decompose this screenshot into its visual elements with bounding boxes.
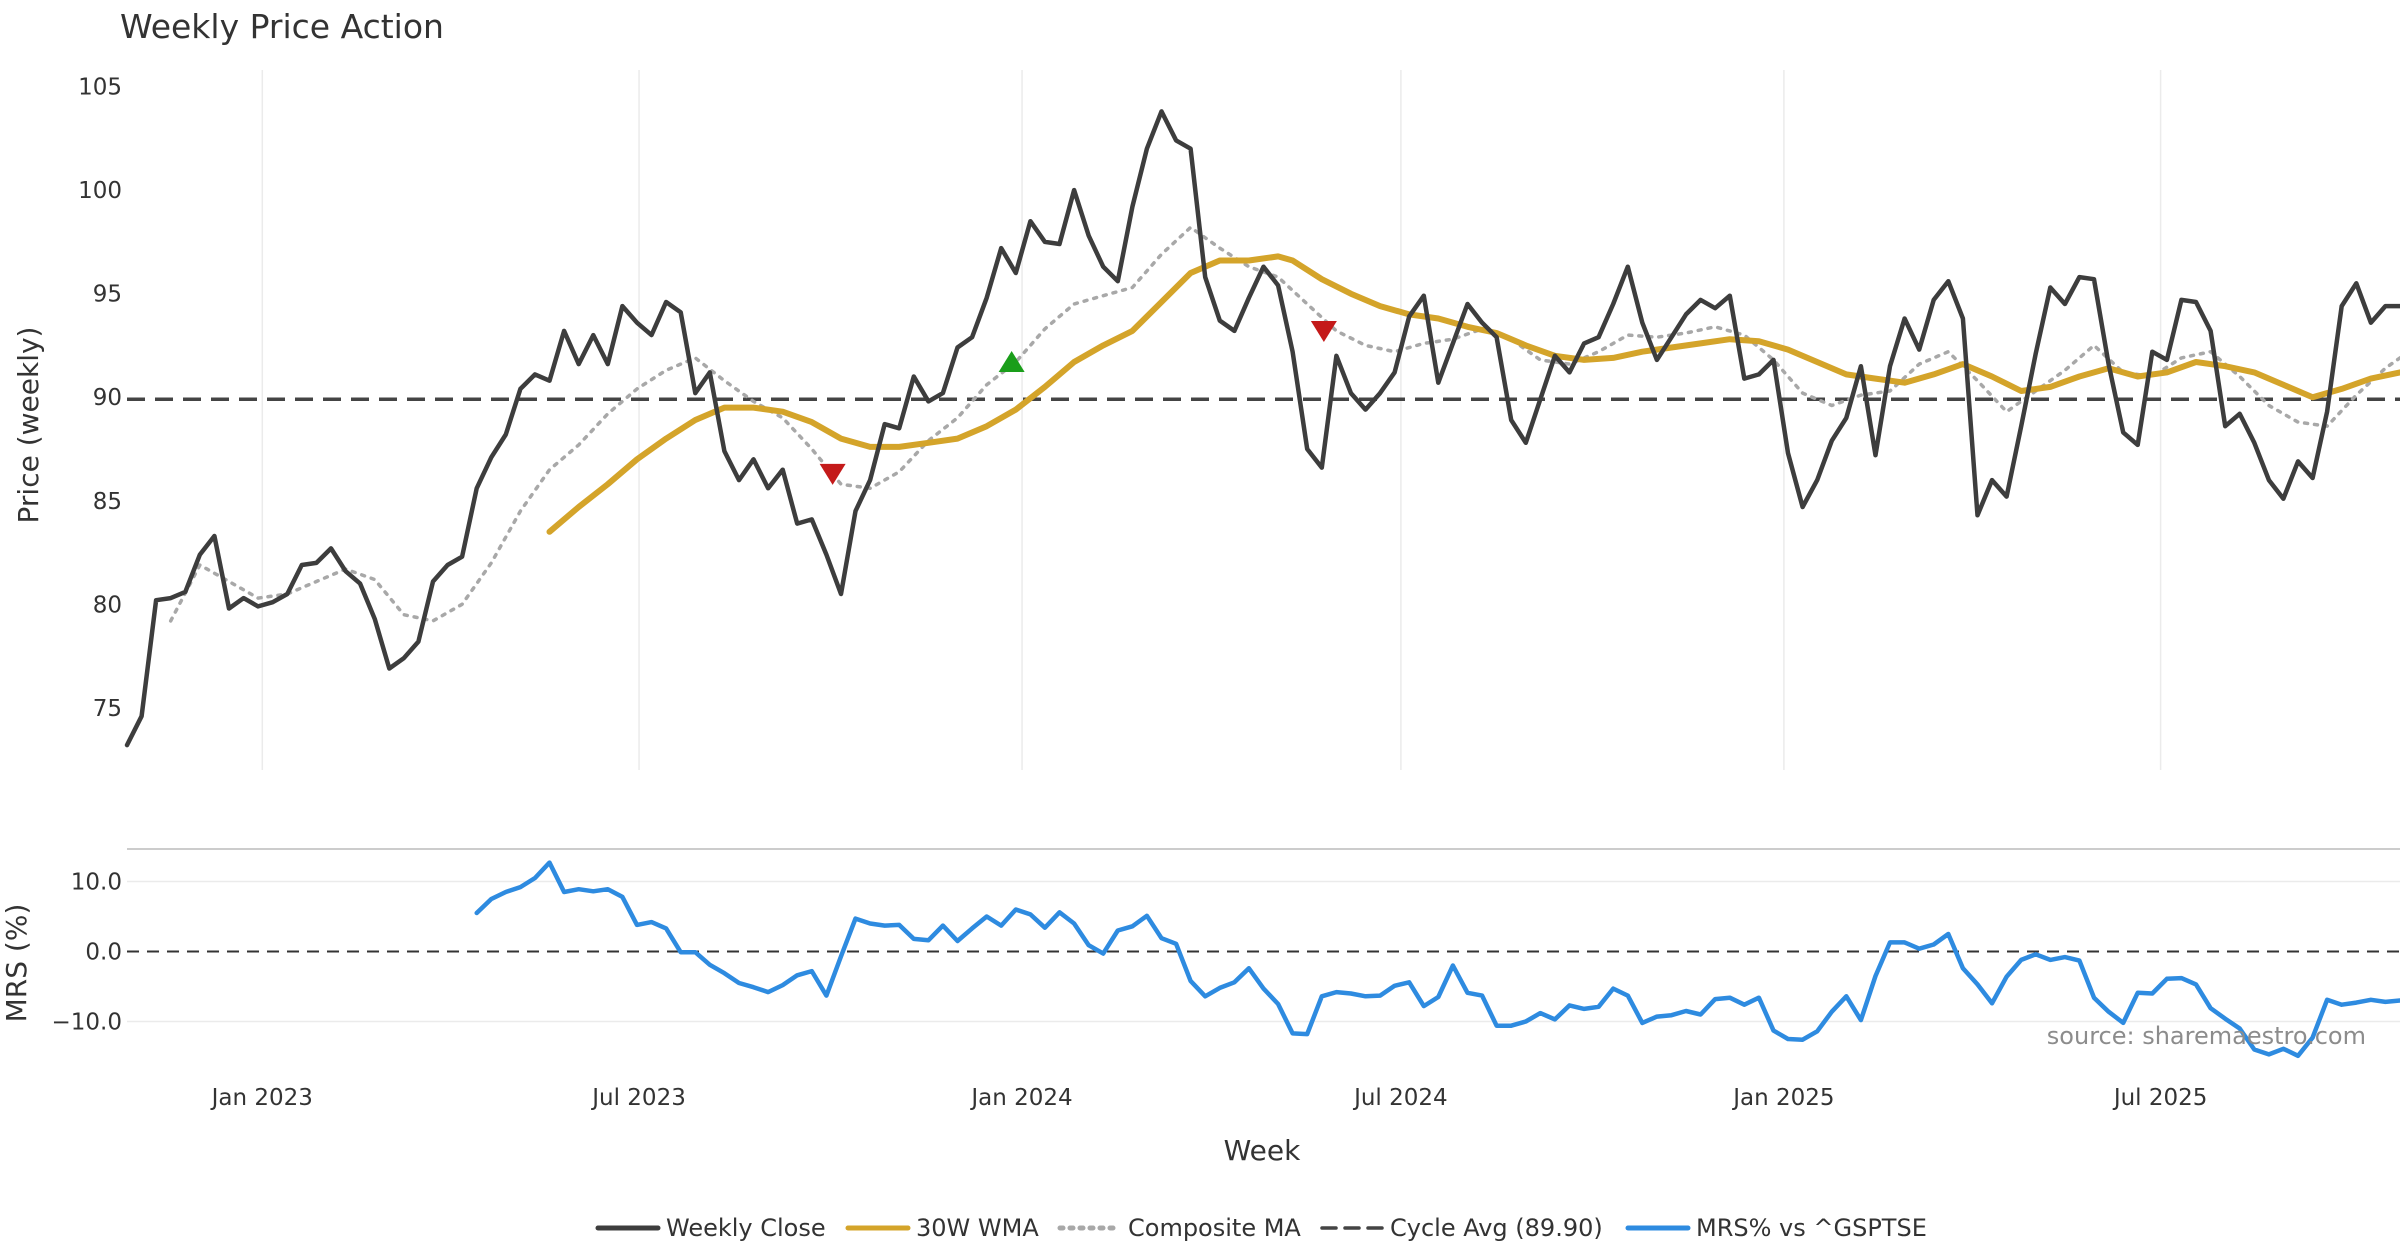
signal-markers (819, 320, 1337, 485)
price-y-tick-label: 95 (93, 282, 122, 308)
legend-label-wma: 30W WMA (916, 1214, 1039, 1242)
mrs-y-tick-label: 10.0 (71, 870, 122, 896)
x-tick-label: Jan 2025 (1731, 1085, 1834, 1111)
series-lines (124, 109, 2400, 1059)
mrs-y-tick-label: 0.0 (85, 940, 122, 966)
composite-series-line (168, 225, 2400, 623)
price-y-tick-label: 105 (78, 75, 122, 101)
price-y-tick-label: 90 (93, 385, 122, 411)
x-tick-label: Jan 2024 (969, 1085, 1072, 1111)
price-y-tick-label: 80 (93, 592, 122, 618)
price-y-tick-label: 75 (93, 696, 122, 722)
axes: Jan 2023 Jul 2023 Jan 2024 Jul 2024 Jan 2025… (52, 75, 2208, 1111)
x-axis-title: Week (1224, 1134, 1301, 1167)
legend-label-composite: Composite MA (1128, 1214, 1301, 1242)
legend: Weekly Close 30W WMA Composite MA Cycle Avg… (595, 1214, 1927, 1242)
legend-label-mrs: MRS% vs ^GSPTSE (1696, 1214, 1927, 1242)
mrs-series-line (474, 860, 2400, 1059)
reference-lines (127, 397, 2400, 953)
x-tick-label: Jul 2024 (1352, 1085, 1448, 1111)
sell-signal-marker (1310, 320, 1337, 342)
wma-series-line (546, 253, 2400, 535)
source-label: source: sharemaestro.com (2047, 1022, 2366, 1050)
grid-lines (127, 70, 2400, 1023)
price-y-tick-label: 85 (93, 489, 122, 515)
buy-signal-marker (998, 351, 1025, 373)
sell-signal-marker (819, 463, 846, 485)
x-tick-label: Jan 2023 (210, 1085, 313, 1111)
price-y-tick-label: 100 (78, 178, 122, 204)
x-tick-label: Jul 2023 (590, 1085, 686, 1111)
legend-label-close: Weekly Close (666, 1214, 826, 1242)
x-tick-label: Jul 2025 (2112, 1085, 2208, 1111)
chart-title: Weekly Price Action (120, 7, 444, 46)
close-series-line (124, 109, 2400, 748)
price-axis-title: Price (weekly) (12, 327, 45, 524)
legend-label-cycle: Cycle Avg (89.90) (1390, 1214, 1603, 1242)
mrs-y-tick-label: −10.0 (52, 1010, 122, 1036)
mrs-axis-title: MRS (%) (0, 904, 33, 1023)
